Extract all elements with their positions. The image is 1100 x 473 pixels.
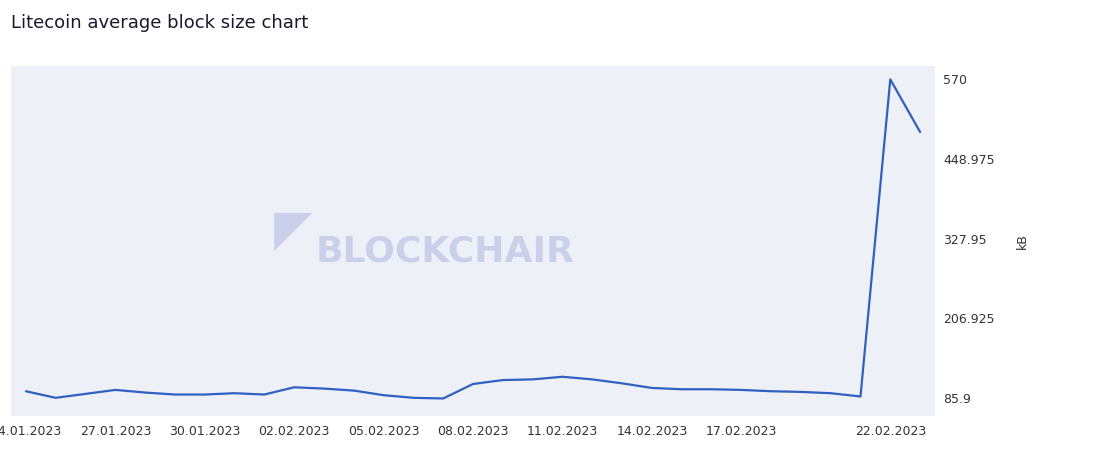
Y-axis label: kB: kB <box>1016 233 1030 249</box>
Text: ◤: ◤ <box>274 207 312 255</box>
Text: Litecoin average block size chart: Litecoin average block size chart <box>11 14 308 32</box>
Text: BLOCKCHAIR: BLOCKCHAIR <box>316 235 574 269</box>
